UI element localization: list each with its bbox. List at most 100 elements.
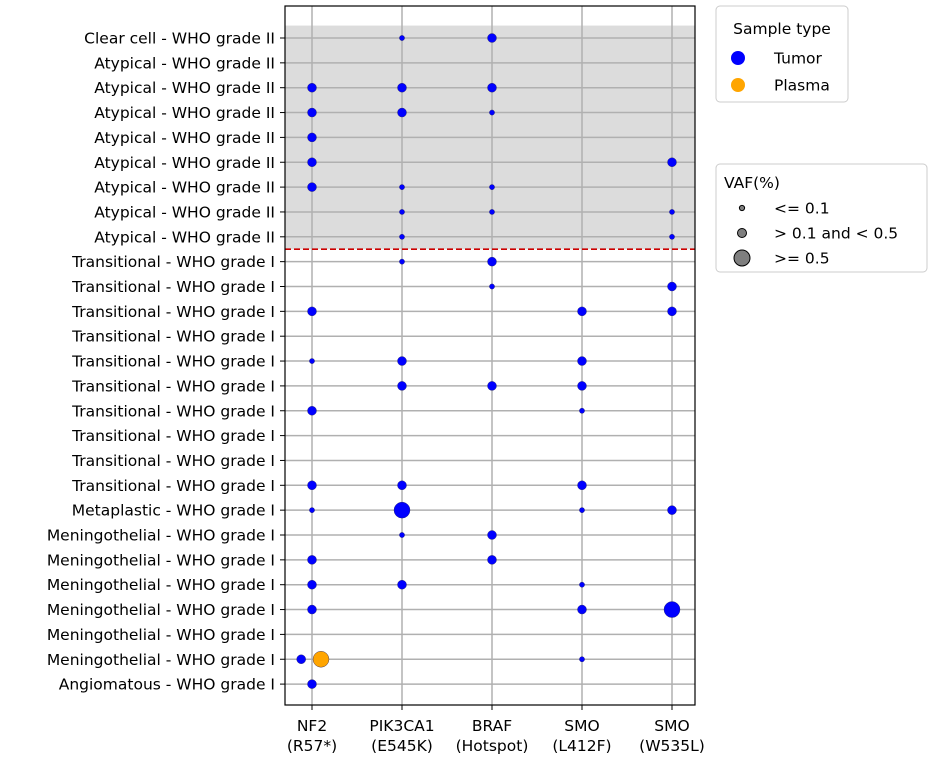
tumor-point <box>487 256 497 267</box>
legend-marker <box>731 78 745 92</box>
y-tick-label: Meningothelial - WHO grade I <box>47 651 275 669</box>
tumor-point <box>307 580 317 590</box>
y-tick-label: Atypical - WHO grade II <box>94 129 275 147</box>
y-tick-label: Atypical - WHO grade II <box>94 104 275 122</box>
tumor-point <box>667 281 677 292</box>
tumor-point <box>397 107 407 118</box>
tumor-point <box>669 233 675 240</box>
tumor-point <box>307 679 317 689</box>
y-tick-label: Meningothelial - WHO grade I <box>47 576 275 594</box>
tumor-point <box>399 233 405 240</box>
x-tick-label: SMO (L412F) <box>552 717 611 755</box>
tumor-point <box>489 184 495 190</box>
tumor-point <box>397 480 407 490</box>
tumor-point <box>296 654 306 664</box>
legend-title: Sample type <box>733 20 831 38</box>
tumor-point <box>399 35 405 41</box>
y-tick-label: Atypical - WHO grade II <box>94 154 275 172</box>
y-tick-label: Transitional - WHO grade I <box>71 328 275 346</box>
legend-marker <box>733 249 751 267</box>
y-tick-label: Atypical - WHO grade II <box>94 228 275 246</box>
tumor-point <box>487 555 497 565</box>
plasma-point <box>312 651 330 668</box>
y-tick-label: Transitional - WHO grade I <box>71 377 275 395</box>
legend-marker <box>737 228 747 238</box>
y-tick-label: Transitional - WHO grade I <box>71 278 275 296</box>
y-tick-label: Atypical - WHO grade II <box>94 203 275 221</box>
tumor-point <box>307 132 317 143</box>
tumor-point <box>489 109 495 116</box>
plot-frame <box>284 5 696 706</box>
legend-label: >= 0.5 <box>774 250 830 268</box>
x-tick-label: NF2 (R57*) <box>287 717 337 755</box>
tumor-point <box>307 107 317 118</box>
legend-label: <= 0.1 <box>774 200 830 218</box>
tumor-point <box>399 258 405 265</box>
tumor-point <box>307 480 317 490</box>
tumor-point <box>577 480 587 490</box>
tumor-point <box>577 356 587 366</box>
legend-label: Plasma <box>774 77 830 95</box>
y-tick-label: Atypical - WHO grade II <box>94 179 275 197</box>
tumor-point <box>579 656 585 663</box>
tumor-point <box>307 157 317 167</box>
y-tick-label: Metaplastic - WHO grade I <box>72 502 275 520</box>
legend-marker <box>731 51 745 65</box>
tumor-point <box>307 182 317 192</box>
y-tick-label: Transitional - WHO grade I <box>71 353 275 371</box>
tumor-point <box>399 532 405 538</box>
y-tick-label: Meningothelial - WHO grade I <box>47 551 275 569</box>
y-tick-label: Transitional - WHO grade I <box>71 452 275 470</box>
tumor-point <box>669 209 675 215</box>
tumor-point <box>667 306 677 317</box>
tumor-point <box>307 604 317 615</box>
y-tick-label: Transitional - WHO grade I <box>71 477 275 495</box>
tumor-point <box>489 283 495 290</box>
tumor-point <box>489 209 495 215</box>
tumor-point <box>487 381 497 391</box>
tumor-point <box>397 356 407 366</box>
tumor-point <box>487 82 497 93</box>
tumor-point <box>397 381 407 391</box>
legend-label: > 0.1 and < 0.5 <box>774 225 898 243</box>
y-tick-label: Meningothelial - WHO grade I <box>47 601 275 619</box>
tumor-point <box>307 306 317 317</box>
tumor-point <box>307 555 317 565</box>
legend-sample-type: Sample type Tumor Plasma <box>715 5 849 103</box>
tumor-point <box>307 406 317 416</box>
legend-title: VAF(%) <box>724 174 780 192</box>
tumor-point <box>577 306 587 317</box>
legend-label: Tumor <box>773 50 823 68</box>
x-tick-label: PIK3CA1 (E545K) <box>369 717 434 755</box>
tumor-point <box>487 33 497 43</box>
y-tick-label: Transitional - WHO grade I <box>71 402 275 420</box>
tumor-point <box>399 209 405 215</box>
x-tick-label: SMO (W535L) <box>639 717 705 755</box>
x-tick-label: BRAF (Hotspot) <box>456 717 529 755</box>
tumor-point <box>579 507 585 513</box>
tumor-point <box>579 581 585 588</box>
y-tick-label: Transitional - WHO grade I <box>71 253 275 271</box>
y-tick-label: Meningothelial - WHO grade I <box>47 626 275 644</box>
y-tick-label: Transitional - WHO grade I <box>71 303 275 321</box>
legend-frame <box>715 5 849 103</box>
y-tick-label: Atypical - WHO grade II <box>94 54 275 72</box>
tumor-point <box>487 530 497 540</box>
tumor-point <box>399 184 405 190</box>
tumor-point <box>667 157 677 167</box>
tumor-point <box>663 601 681 618</box>
y-tick-label: Angiomatous - WHO grade I <box>59 676 275 694</box>
legend-marker <box>738 204 746 212</box>
y-tick-label: Meningothelial - WHO grade I <box>47 527 275 545</box>
y-tick-label: Transitional - WHO grade I <box>71 427 275 445</box>
tumor-point <box>309 507 315 513</box>
tumor-point <box>577 604 587 615</box>
legend-frame <box>715 163 928 273</box>
y-tick-label: Atypical - WHO grade II <box>94 79 275 97</box>
tumor-point <box>309 358 315 364</box>
y-tick-label: Clear cell - WHO grade II <box>84 30 275 48</box>
tumor-point <box>393 501 411 519</box>
tumor-point <box>397 580 407 590</box>
